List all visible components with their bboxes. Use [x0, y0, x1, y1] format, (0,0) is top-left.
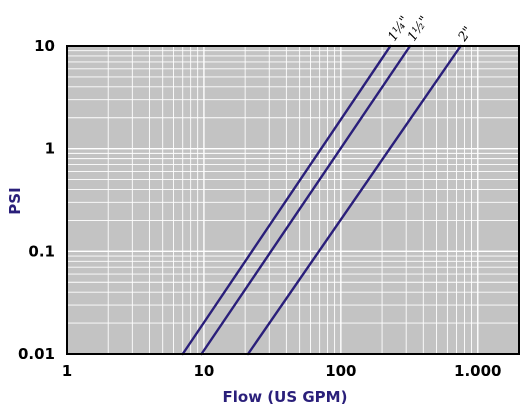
series-labels: 1¼"1½" 2" — [385, 14, 476, 46]
y-tick-label: 0.1 — [28, 242, 55, 260]
plot-background — [67, 46, 519, 354]
y-axis-title: PSI — [6, 187, 24, 214]
x-tick-label: 100 — [325, 362, 356, 380]
x-tick-label: 1 — [62, 362, 72, 380]
x-tick-label: 10 — [193, 362, 214, 380]
series-label-2: 2" — [455, 24, 476, 45]
series-label-1: 1½" — [405, 14, 432, 45]
y-tick-label: 1 — [45, 140, 55, 158]
x-tick-labels: 1 10 100 1.000 — [62, 362, 502, 380]
x-tick-label: 1.000 — [454, 362, 501, 380]
y-tick-label: 0.01 — [18, 345, 55, 363]
y-tick-label: 10 — [34, 37, 55, 55]
x-axis-title: Flow (US GPM) — [223, 388, 348, 406]
